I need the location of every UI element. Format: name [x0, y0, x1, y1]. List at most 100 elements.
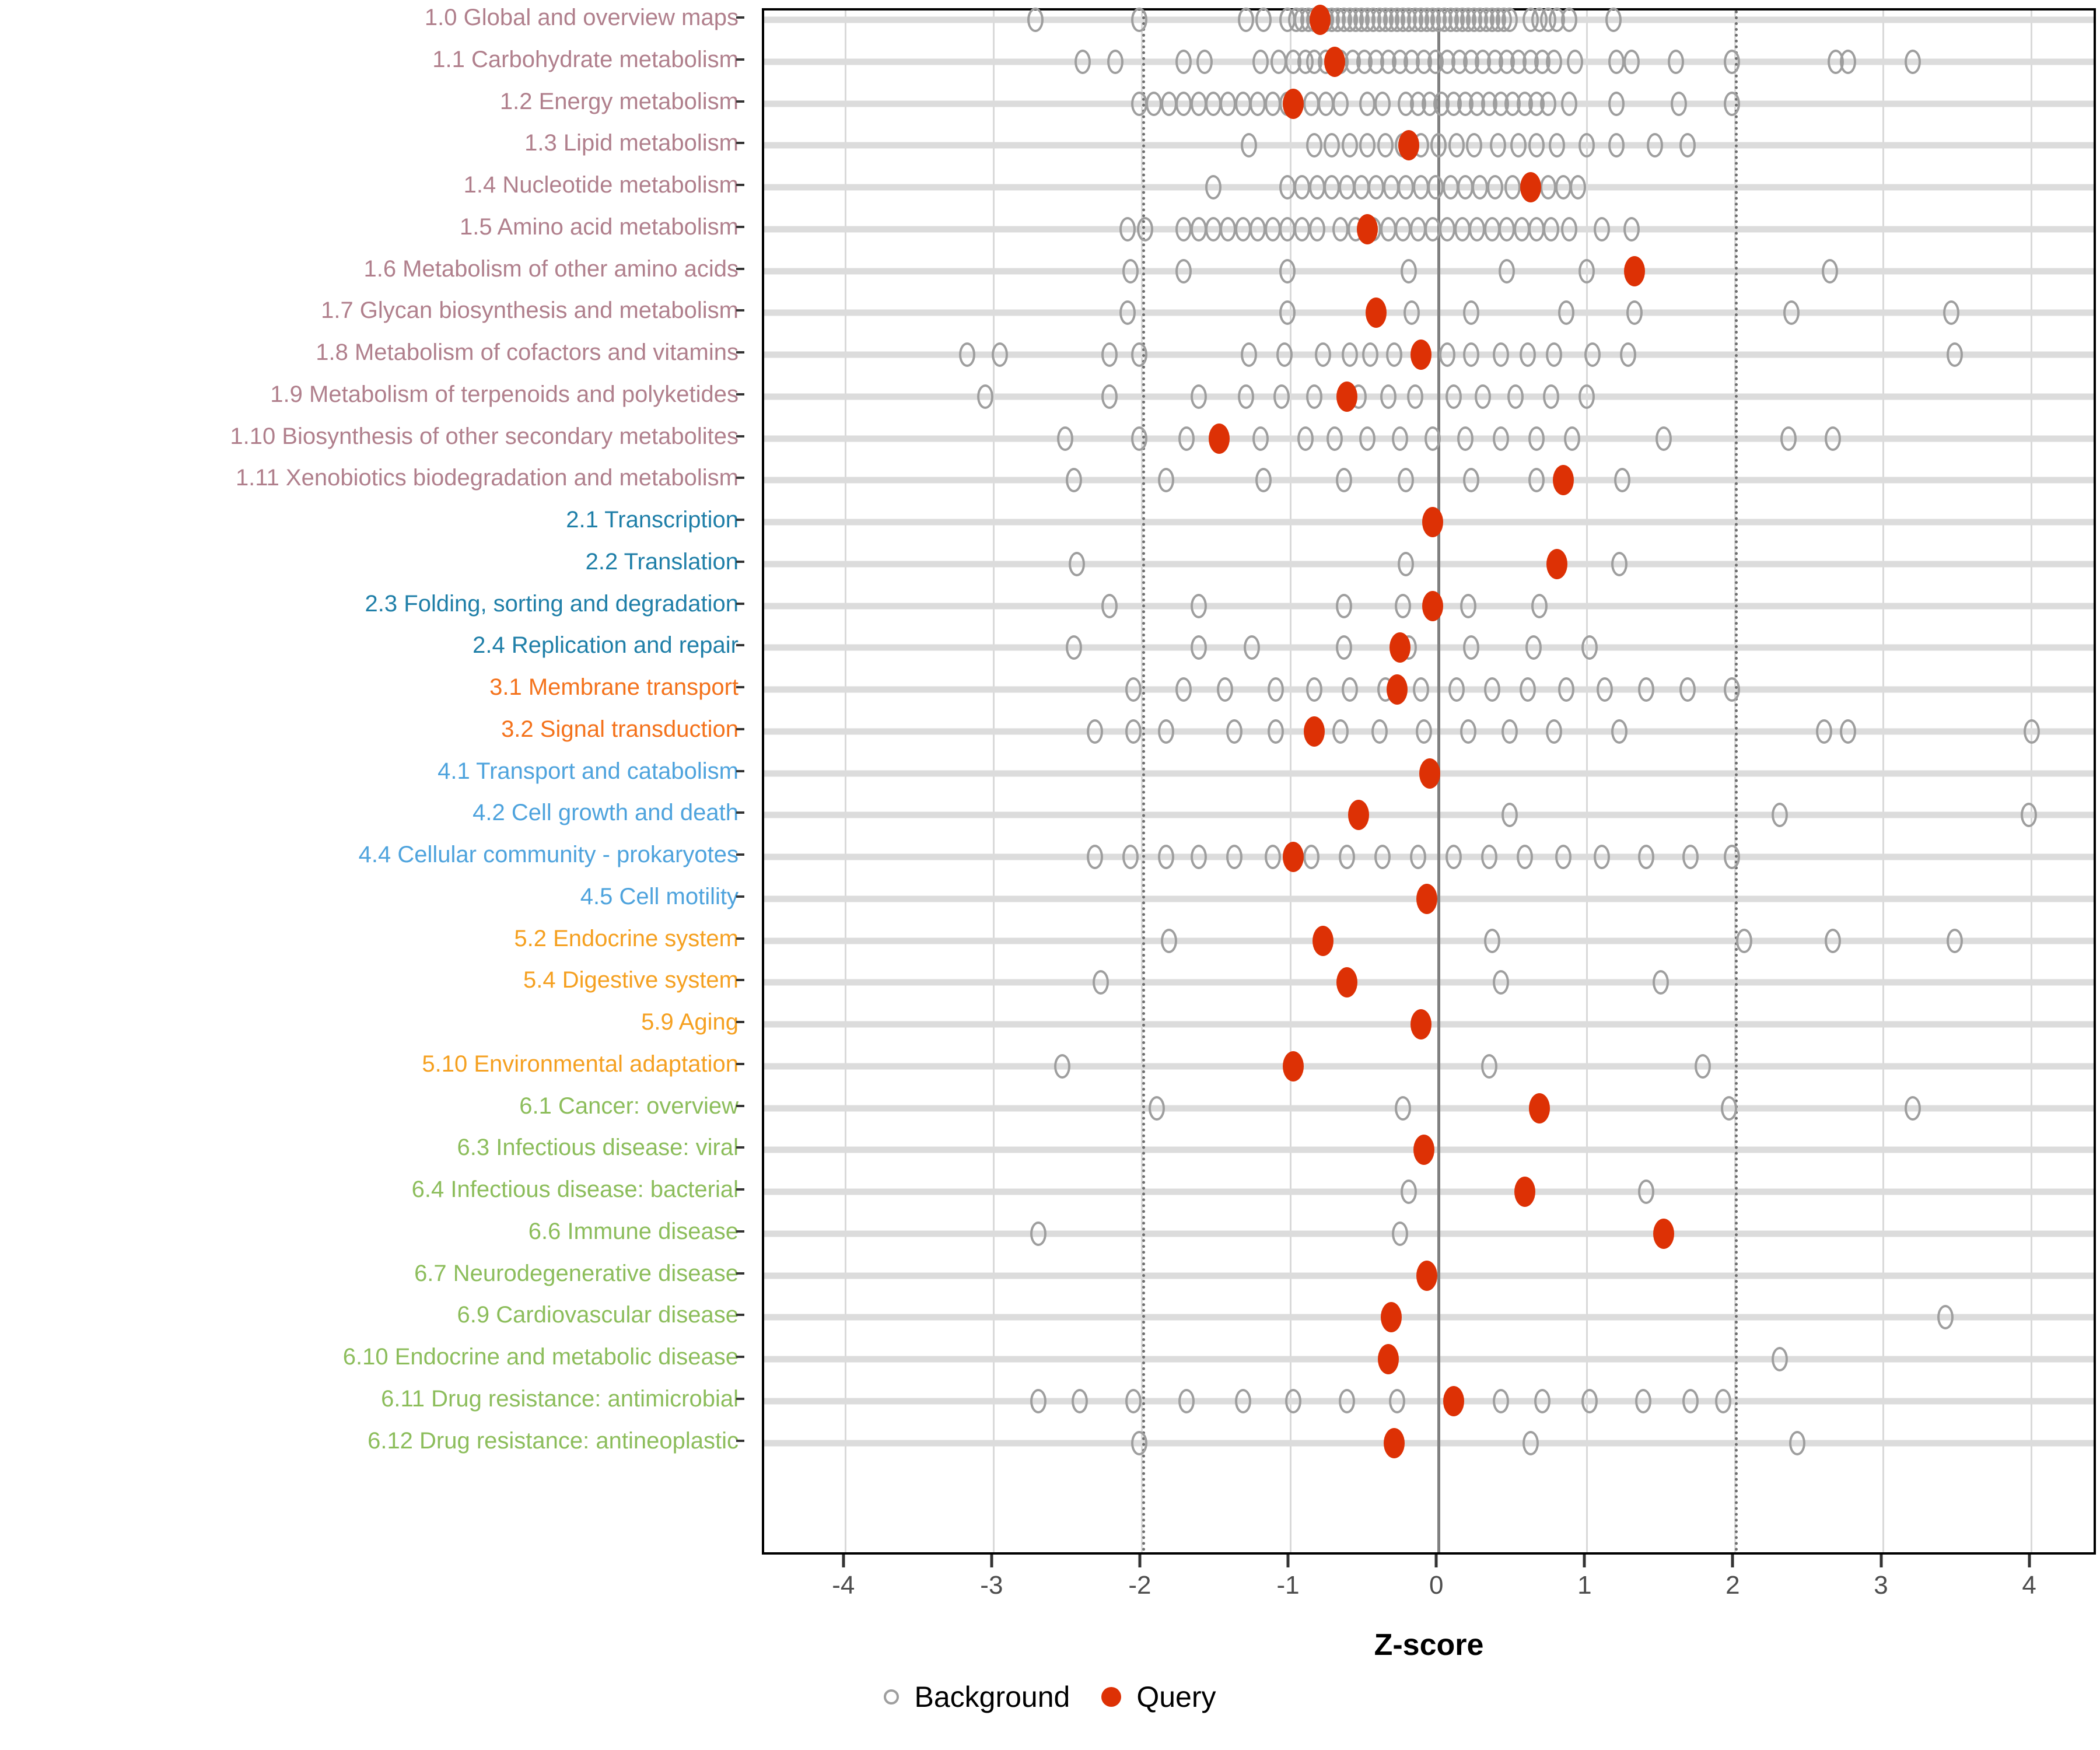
background-point [1130, 91, 1147, 116]
query-point[interactable] [1324, 46, 1346, 77]
query-point[interactable] [1413, 1135, 1434, 1166]
background-point [1578, 258, 1595, 284]
query-point[interactable] [1398, 130, 1420, 161]
legend-item-background[interactable]: Background [884, 1680, 1070, 1714]
query-point[interactable] [1377, 1344, 1399, 1374]
background-point [1303, 91, 1320, 116]
query-point[interactable] [1380, 1302, 1402, 1333]
background-point [1560, 216, 1577, 242]
background-point [1273, 384, 1290, 409]
background-point [1558, 300, 1574, 326]
background-point [1157, 845, 1174, 869]
background-point [1279, 300, 1296, 326]
background-point [1789, 1430, 1806, 1455]
query-point[interactable] [1336, 381, 1357, 412]
query-point[interactable] [1443, 1385, 1464, 1416]
query-point[interactable] [1422, 507, 1444, 537]
query-point[interactable] [1422, 590, 1444, 621]
background-point [1839, 719, 1856, 744]
background-point [1220, 91, 1237, 116]
background-point [1472, 175, 1489, 200]
background-point [1424, 216, 1441, 242]
chart-legend: Background Query [0, 1680, 2100, 1714]
query-point[interactable] [1514, 1177, 1535, 1207]
query-point[interactable] [1529, 1093, 1550, 1124]
background-point [1130, 342, 1147, 367]
x-axis-tick-label: -3 [980, 1571, 1003, 1600]
y-axis-label: 1.6 Metabolism of other amino acids [363, 256, 738, 282]
x-axis-tick-label: 0 [1429, 1571, 1444, 1600]
query-point[interactable] [1546, 548, 1568, 579]
background-point [1264, 91, 1281, 116]
row-baseline [764, 309, 2094, 316]
background-point [1101, 593, 1118, 618]
background-point [1234, 1388, 1251, 1413]
y-axis-tick [736, 100, 744, 103]
query-point[interactable] [1623, 256, 1645, 286]
y-axis-label: 5.10 Environmental adaptation [422, 1051, 738, 1077]
background-point [1905, 49, 1922, 74]
y-axis-label: 6.1 Cancer: overview [519, 1093, 738, 1119]
background-point [1608, 133, 1625, 158]
background-point [1634, 1388, 1651, 1413]
y-axis-tick [736, 602, 744, 605]
query-point[interactable] [1520, 172, 1541, 202]
query-point[interactable] [1209, 423, 1230, 454]
query-point[interactable] [1303, 716, 1325, 747]
query-point[interactable] [1309, 5, 1331, 35]
query-point[interactable] [1390, 632, 1411, 663]
y-axis-tick [736, 560, 744, 563]
background-point [1439, 216, 1456, 242]
row-baseline [764, 393, 2094, 400]
y-axis-tick [736, 1104, 744, 1107]
y-axis-label: 1.8 Metabolism of cofactors and vitamins [316, 340, 738, 365]
query-point[interactable] [1416, 1260, 1437, 1291]
query-point[interactable] [1416, 883, 1437, 914]
y-axis-label: 4.2 Cell growth and death [473, 800, 738, 826]
background-point [1359, 426, 1376, 451]
y-axis-label: 1.5 Amino acid metabolism [459, 214, 738, 240]
query-point[interactable] [1366, 298, 1387, 328]
y-axis-label: 6.9 Cardiovascular disease [457, 1302, 738, 1328]
background-point [1555, 175, 1572, 200]
row-baseline [764, 477, 2094, 484]
query-point[interactable] [1312, 925, 1334, 956]
background-point [1519, 342, 1536, 367]
background-point [1466, 133, 1483, 158]
background-point [1250, 216, 1266, 242]
background-point [1593, 845, 1610, 869]
query-point[interactable] [1419, 758, 1440, 789]
x-axis-tick-label: 3 [1874, 1571, 1888, 1600]
query-point[interactable] [1357, 214, 1378, 244]
query-point[interactable] [1653, 1218, 1675, 1249]
query-point[interactable] [1336, 967, 1357, 998]
background-point [1499, 216, 1516, 242]
x-axis-tick [1731, 1555, 1734, 1567]
background-point [1125, 677, 1142, 702]
background-point [1735, 928, 1752, 953]
background-point [1160, 91, 1177, 116]
query-point[interactable] [1387, 674, 1408, 705]
legend-item-query[interactable]: Query [1101, 1680, 1216, 1714]
query-point[interactable] [1348, 800, 1369, 831]
background-point [1637, 1180, 1654, 1204]
row-baseline [764, 1314, 2094, 1321]
query-point[interactable] [1410, 340, 1432, 370]
query-point[interactable] [1410, 1009, 1432, 1040]
row-baseline [764, 1398, 2094, 1405]
row-baseline [764, 937, 2094, 944]
background-point [1519, 677, 1536, 702]
y-axis-label: 1.4 Nucleotide metabolism [463, 172, 738, 198]
background-point [1279, 216, 1296, 242]
query-point[interactable] [1383, 1427, 1405, 1458]
query-point[interactable] [1552, 465, 1574, 496]
background-point [1558, 677, 1574, 702]
background-point [1308, 216, 1325, 242]
background-point [1130, 426, 1147, 451]
background-point [1306, 133, 1322, 158]
y-axis-tick [736, 853, 744, 856]
query-point[interactable] [1283, 1051, 1304, 1082]
query-point[interactable] [1283, 842, 1304, 872]
y-axis-label: 2.2 Translation [585, 548, 738, 575]
query-point[interactable] [1283, 88, 1304, 119]
